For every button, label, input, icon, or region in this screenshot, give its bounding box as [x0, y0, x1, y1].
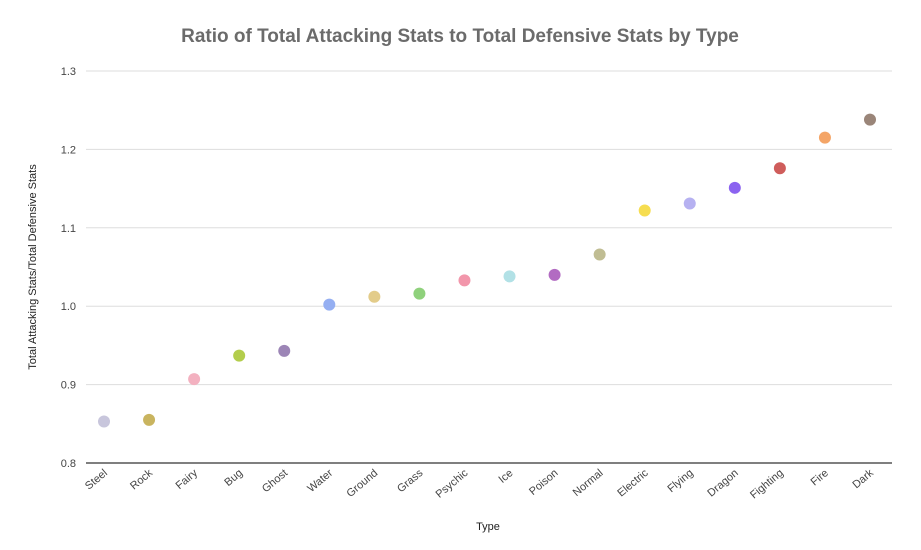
y-axis-label: Total Attacking Stats/Total Defensive St…: [27, 164, 39, 370]
data-point-flying[interactable]: [683, 197, 696, 210]
data-point-water[interactable]: [323, 298, 336, 311]
x-axis-label: Type: [476, 521, 500, 533]
data-point-fighting[interactable]: [773, 162, 786, 175]
x-tick-label: Bug: [222, 467, 245, 489]
x-tick-label: Poison: [527, 467, 560, 498]
x-tick-label: Electric: [615, 467, 651, 500]
data-point-normal[interactable]: [593, 248, 606, 261]
data-point-ice[interactable]: [503, 270, 516, 283]
x-tick-label: Flying: [666, 467, 696, 495]
x-tick-label: Normal: [571, 467, 606, 499]
y-tick-label: 0.8: [61, 458, 76, 470]
x-axis-ticks: Steel Rock Fairy Bug Ghost Water Ground Grass Ps…: [83, 467, 876, 502]
y-tick-label: 1.1: [61, 223, 76, 235]
x-tick-label: Dark: [850, 467, 876, 491]
data-point-rock[interactable]: [143, 413, 156, 426]
data-points: [98, 113, 876, 428]
x-tick-label: Ice: [496, 467, 515, 486]
y-tick-label: 1.0: [61, 301, 76, 313]
data-point-bug[interactable]: [233, 349, 246, 362]
x-tick-label: Fire: [809, 467, 831, 488]
x-tick-label: Fairy: [174, 467, 201, 492]
data-point-psychic[interactable]: [458, 274, 471, 287]
data-point-ghost[interactable]: [278, 344, 291, 357]
y-tick-label: 1.3: [61, 66, 76, 78]
data-point-ground[interactable]: [368, 290, 381, 303]
data-point-dragon[interactable]: [728, 181, 741, 194]
data-point-steel[interactable]: [98, 415, 110, 428]
x-tick-label: Water: [305, 467, 335, 495]
x-tick-label: Psychic: [434, 467, 471, 501]
data-point-grass[interactable]: [413, 287, 426, 300]
x-tick-label: Rock: [128, 467, 155, 493]
y-tick-label: 1.2: [61, 144, 76, 156]
gridlines: [86, 70, 892, 464]
chart-title: Ratio of Total Attacking Stats to Total …: [181, 26, 739, 47]
x-tick-label: Grass: [395, 467, 426, 495]
data-point-electric[interactable]: [638, 204, 651, 217]
data-point-dark[interactable]: [864, 113, 876, 126]
x-tick-label: Fighting: [748, 467, 786, 501]
x-tick-label: Ghost: [260, 467, 290, 495]
x-tick-label: Ground: [344, 467, 380, 500]
data-point-fairy[interactable]: [188, 373, 201, 386]
x-tick-label: Steel: [83, 467, 110, 492]
data-point-fire[interactable]: [818, 131, 831, 144]
x-tick-label: Dragon: [705, 467, 740, 499]
y-axis-ticks: 0.8 0.9 1.0 1.1 1.2 1.3: [61, 66, 76, 470]
y-tick-label: 0.9: [61, 380, 76, 392]
data-point-poison[interactable]: [548, 268, 561, 281]
